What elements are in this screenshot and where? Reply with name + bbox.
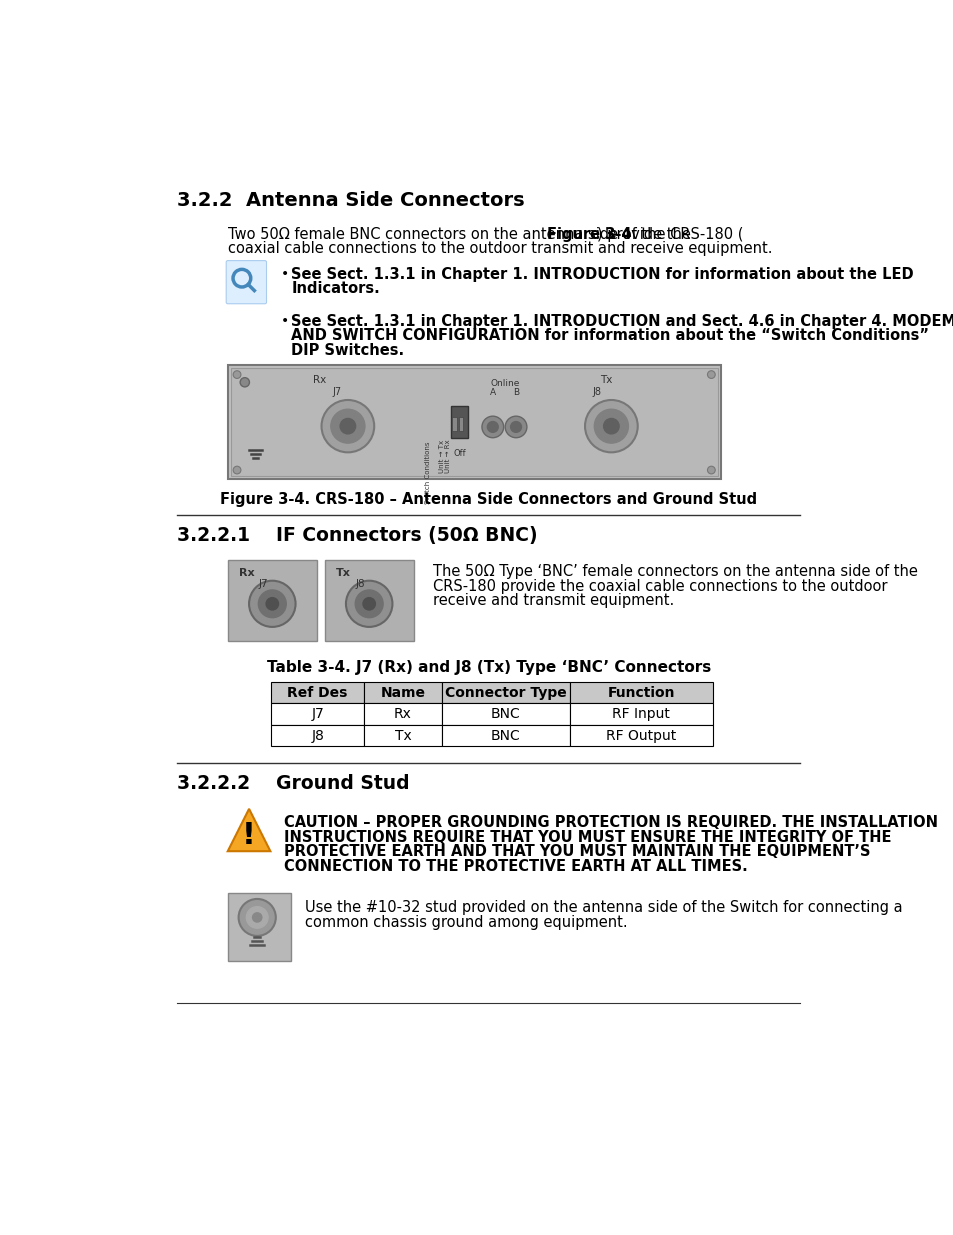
- Text: Two 50Ω female BNC connectors on the antenna side of the CRS-180 (: Two 50Ω female BNC connectors on the ant…: [228, 227, 742, 242]
- Text: coaxial cable connections to the outdoor transmit and receive equipment.: coaxial cable connections to the outdoor…: [228, 241, 771, 256]
- Text: Table 3-4. J7 (Rx) and J8 (Tx) Type ‘BNC’ Connectors: Table 3-4. J7 (Rx) and J8 (Tx) Type ‘BNC…: [267, 661, 710, 676]
- Text: AND SWITCH CONFIGURATION for information about the “Switch Conditions”: AND SWITCH CONFIGURATION for information…: [291, 329, 928, 343]
- Circle shape: [331, 409, 365, 443]
- Text: •: •: [280, 314, 289, 327]
- Circle shape: [362, 598, 375, 610]
- Text: CAUTION – PROPER GROUNDING PROTECTION IS REQUIRED. THE INSTALLATION: CAUTION – PROPER GROUNDING PROTECTION IS…: [284, 815, 938, 830]
- Text: •: •: [280, 267, 289, 280]
- Text: J7: J7: [311, 708, 324, 721]
- Bar: [271, 704, 364, 725]
- Circle shape: [346, 580, 392, 627]
- Text: RF Input: RF Input: [612, 708, 669, 721]
- Text: Tx: Tx: [599, 374, 612, 384]
- Circle shape: [594, 409, 628, 443]
- Bar: [324, 561, 414, 641]
- Text: Figure 3-4. CRS-180 – Antenna Side Connectors and Ground Stud: Figure 3-4. CRS-180 – Antenna Side Conne…: [220, 492, 757, 506]
- Text: BNC: BNC: [490, 708, 520, 721]
- Text: Tx: Tx: [335, 568, 350, 578]
- Text: CRS-180 provide the coaxial cable connections to the outdoor: CRS-180 provide the coaxial cable connec…: [433, 579, 886, 594]
- Text: INSTRUCTIONS REQUIRE THAT YOU MUST ENSURE THE INTEGRITY OF THE: INSTRUCTIONS REQUIRE THAT YOU MUST ENSUR…: [284, 830, 891, 845]
- Circle shape: [233, 466, 241, 474]
- Text: 3.2.2.2    Ground Stud: 3.2.2.2 Ground Stud: [177, 774, 410, 793]
- Text: J8: J8: [592, 387, 600, 396]
- Bar: [569, 725, 712, 746]
- Text: Unit → Rx: Unit → Rx: [444, 440, 451, 473]
- Circle shape: [481, 416, 503, 437]
- Text: J8: J8: [311, 729, 324, 742]
- Text: 3.2.2.1    IF Connectors (50Ω BNC): 3.2.2.1 IF Connectors (50Ω BNC): [177, 526, 537, 545]
- Bar: [271, 725, 364, 746]
- Text: RF Output: RF Output: [605, 729, 676, 742]
- Text: PROTECTIVE EARTH AND THAT YOU MUST MAINTAIN THE EQUIPMENT’S: PROTECTIVE EARTH AND THAT YOU MUST MAINT…: [284, 845, 870, 860]
- Text: Rx: Rx: [238, 568, 253, 578]
- Text: Unit → Tx: Unit → Tx: [438, 440, 444, 473]
- Bar: [271, 682, 364, 704]
- Circle shape: [249, 580, 295, 627]
- Text: See Sect. 1.3.1 in Chapter 1. INTRODUCTION for information about the LED: See Sect. 1.3.1 in Chapter 1. INTRODUCTI…: [291, 267, 913, 282]
- Bar: [441, 682, 569, 704]
- Circle shape: [233, 370, 241, 378]
- Bar: [364, 704, 441, 725]
- FancyBboxPatch shape: [226, 261, 266, 304]
- Circle shape: [505, 416, 526, 437]
- Circle shape: [707, 370, 715, 378]
- Text: J8: J8: [355, 579, 365, 589]
- Circle shape: [355, 590, 383, 618]
- Text: Function: Function: [607, 685, 675, 699]
- Circle shape: [321, 400, 374, 452]
- Text: common chassis ground among equipment.: common chassis ground among equipment.: [305, 915, 627, 930]
- Bar: [228, 561, 316, 641]
- Text: Rx: Rx: [394, 708, 412, 721]
- Text: A: A: [489, 389, 496, 398]
- Bar: [231, 368, 717, 477]
- Text: 3.2.2  Antenna Side Connectors: 3.2.2 Antenna Side Connectors: [177, 190, 524, 210]
- Text: BNC: BNC: [490, 729, 520, 742]
- Bar: [228, 893, 291, 961]
- Text: Use the #10-32 stud provided on the antenna side of the Switch for connecting a: Use the #10-32 stud provided on the ante…: [305, 900, 902, 915]
- Text: Rx: Rx: [313, 374, 326, 384]
- Circle shape: [266, 598, 278, 610]
- Circle shape: [510, 421, 521, 432]
- Bar: [452, 417, 456, 431]
- Circle shape: [246, 906, 268, 929]
- Circle shape: [584, 400, 637, 452]
- Text: !: !: [242, 820, 255, 850]
- Text: J7: J7: [258, 579, 268, 589]
- Text: J7: J7: [332, 387, 341, 396]
- Text: ) provide the: ) provide the: [597, 227, 691, 242]
- Circle shape: [707, 466, 715, 474]
- Bar: [451, 406, 468, 438]
- Text: The 50Ω Type ‘BNC’ female connectors on the antenna side of the: The 50Ω Type ‘BNC’ female connectors on …: [433, 564, 917, 579]
- Bar: [441, 704, 569, 725]
- Circle shape: [238, 899, 275, 936]
- Text: B: B: [513, 389, 518, 398]
- Text: DIP Switches.: DIP Switches.: [291, 343, 404, 358]
- Circle shape: [487, 421, 497, 432]
- Circle shape: [253, 913, 261, 923]
- Text: Ref Des: Ref Des: [287, 685, 348, 699]
- Circle shape: [603, 419, 618, 433]
- Bar: [458, 417, 463, 431]
- Bar: [364, 725, 441, 746]
- Text: Off: Off: [454, 448, 466, 457]
- Text: receive and transmit equipment.: receive and transmit equipment.: [433, 593, 674, 609]
- Text: See Sect. 1.3.1 in Chapter 1. INTRODUCTION and Sect. 4.6 in Chapter 4. MODEM: See Sect. 1.3.1 in Chapter 1. INTRODUCTI…: [291, 314, 953, 329]
- Bar: [228, 366, 720, 479]
- Bar: [364, 682, 441, 704]
- Text: Name: Name: [380, 685, 425, 699]
- Text: Figure 3-4: Figure 3-4: [546, 227, 631, 242]
- Text: Connector Type: Connector Type: [444, 685, 566, 699]
- Bar: [569, 704, 712, 725]
- Text: Tx: Tx: [395, 729, 411, 742]
- Text: Online: Online: [490, 379, 519, 388]
- Text: Indicators.: Indicators.: [291, 282, 379, 296]
- Circle shape: [340, 419, 355, 433]
- Polygon shape: [228, 809, 270, 851]
- Text: CONNECTION TO THE PROTECTIVE EARTH AT ALL TIMES.: CONNECTION TO THE PROTECTIVE EARTH AT AL…: [284, 858, 747, 874]
- Bar: [569, 682, 712, 704]
- Bar: [441, 725, 569, 746]
- Circle shape: [258, 590, 286, 618]
- Circle shape: [240, 378, 249, 387]
- Text: Switch Conditions: Switch Conditions: [424, 442, 431, 504]
